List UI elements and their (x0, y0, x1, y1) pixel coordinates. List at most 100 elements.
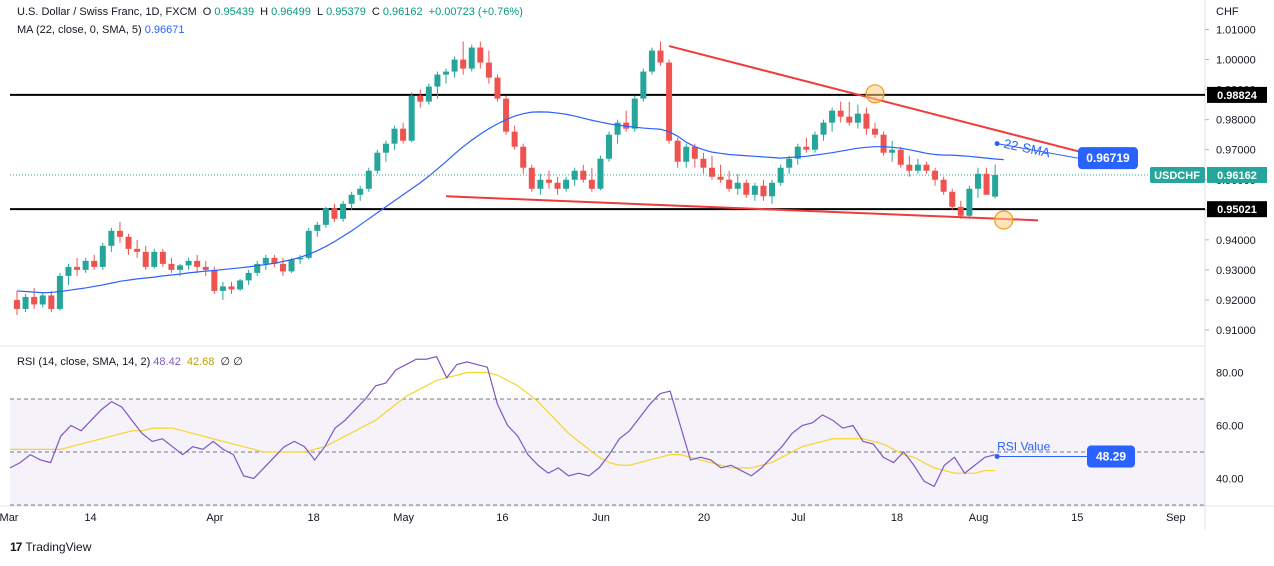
candle-body (949, 191, 956, 207)
rsi-polyline (9, 355, 996, 488)
candle-body (811, 134, 818, 150)
ma-22-polyline (16, 111, 1004, 294)
candle-body (923, 164, 930, 171)
candle-body (803, 146, 810, 150)
candle-body (846, 116, 853, 123)
candle-body (837, 110, 844, 117)
candle-body (897, 149, 904, 165)
ma-badge-text: 0.96719 (1086, 151, 1130, 165)
rsi-band (10, 398, 1205, 506)
candle-body (889, 149, 896, 153)
candle-body (22, 296, 29, 309)
candle-body (134, 248, 141, 252)
candle-body (400, 128, 407, 141)
candle-body (597, 158, 604, 189)
candle-body (820, 122, 827, 135)
candle-body (648, 50, 655, 72)
price-tick-label: 0.98000 (1216, 115, 1256, 127)
candle-body (485, 62, 492, 78)
symbol-title: U.S. Dollar / Swiss Franc, 1D, FXCM (17, 6, 197, 18)
candle-body (142, 251, 149, 267)
candle-body (537, 179, 544, 189)
candle-body (520, 146, 527, 168)
chart-header: U.S. Dollar / Swiss Franc, 1D, FXCM O 0.9… (17, 6, 526, 18)
symbol-badge-text: USDCHF (1154, 170, 1200, 182)
candle-body (65, 266, 72, 276)
rsi-tick-label: 80.00 (1216, 368, 1244, 380)
candle-body (606, 134, 613, 159)
candle-body (468, 47, 475, 69)
rsi-legend[interactable]: RSI (14, close, SMA, 14, 2) 48.42 42.68 ∅… (17, 355, 246, 368)
rsi-tick-label: 60.00 (1216, 421, 1244, 433)
horizontal-levels (10, 93, 1205, 211)
candle-body (932, 170, 939, 180)
level-upper-badge (1207, 86, 1267, 103)
high-value: 0.96499 (271, 6, 311, 18)
ma-legend[interactable]: MA (22, close, 0, SMA, 5) 0.96671 (17, 24, 187, 36)
candle-body (477, 47, 484, 63)
time-tick-label: 18 (307, 512, 319, 524)
candle-body (451, 59, 458, 72)
rsi-ma-polyline (10, 371, 996, 474)
candle-body (503, 98, 510, 132)
candle-body (245, 272, 252, 281)
rsi-badge-text: 48.29 (1096, 450, 1126, 464)
price-tick-label: 0.93000 (1216, 265, 1256, 277)
candle-body (983, 173, 990, 195)
candle-body (734, 182, 741, 189)
rsi-tick-label: 40.00 (1216, 474, 1244, 486)
time-tick-label: Apr (206, 512, 223, 524)
candle-body (571, 170, 578, 180)
candle-body (417, 95, 424, 102)
candle-body (666, 62, 673, 141)
candle-body (708, 167, 715, 177)
price-tick-label: 0.92000 (1216, 295, 1256, 307)
candle-body (940, 179, 947, 192)
time-tick-label: 18 (891, 512, 903, 524)
candle-body (382, 143, 389, 153)
candle-body (125, 236, 132, 249)
candle-body (443, 71, 449, 75)
low-value: 0.95379 (326, 6, 366, 18)
candle-body (794, 146, 801, 159)
candle-body (769, 182, 776, 197)
rsi-note-text: RSI Value (997, 440, 1050, 454)
candle-body (108, 230, 115, 246)
tradingview-brand[interactable]: 17 TradingView (10, 540, 91, 554)
time-tick-label: Mar (0, 512, 19, 524)
candle-body (760, 185, 767, 197)
candle-body (434, 74, 441, 87)
symbol-badge (1150, 166, 1205, 183)
candle-body (39, 295, 46, 305)
candle-body (408, 95, 415, 141)
time-tick-label: 15 (1071, 512, 1083, 524)
candle-body (563, 179, 570, 189)
ma-legend-value: 0.96671 (144, 24, 185, 36)
candle-body (56, 275, 63, 309)
candle-body (614, 122, 621, 135)
open-label: O (202, 6, 212, 18)
candle-body (116, 230, 123, 237)
price-tick-label: 1.00000 (1216, 55, 1256, 67)
rsi-ma-legend-value: 42.68 (186, 356, 215, 368)
rsi-lines (9, 355, 996, 488)
candle-body (425, 86, 432, 102)
candle-body (228, 286, 235, 290)
candle-body (906, 164, 913, 171)
candle-body (314, 224, 321, 231)
candle-body (82, 260, 89, 270)
candle-body (288, 259, 295, 272)
candle-body (48, 295, 55, 309)
candle-body (743, 182, 750, 195)
level-lower-badge (1207, 201, 1267, 218)
candle-body (992, 174, 999, 197)
candle-body (880, 134, 887, 153)
open-value: 0.95439 (214, 6, 255, 18)
candle-body (854, 113, 861, 123)
rsi-legend-value: 48.42 (153, 356, 181, 368)
candle-body (185, 260, 192, 266)
time-tick-label: 20 (698, 512, 710, 524)
candle-body (545, 179, 552, 183)
candle-body (494, 77, 501, 99)
